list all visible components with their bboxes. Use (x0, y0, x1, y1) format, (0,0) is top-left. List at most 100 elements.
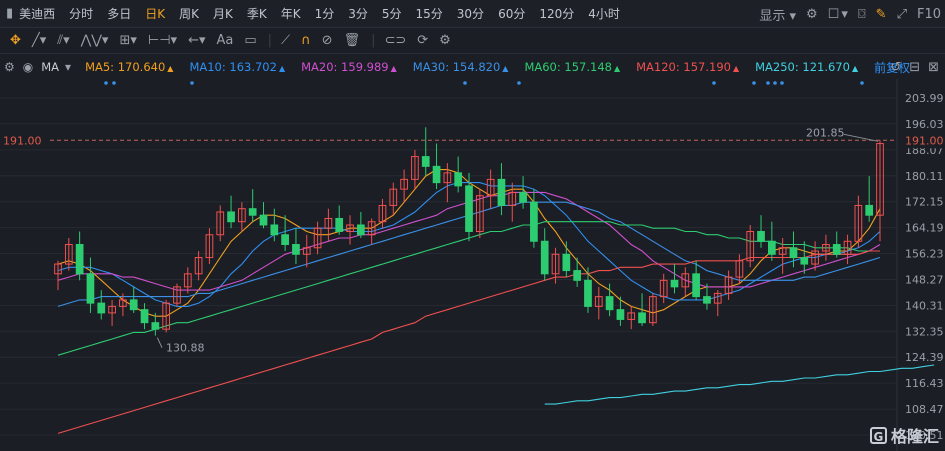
tab-2[interactable]: 日K (145, 6, 166, 21)
candle-body (713, 292, 722, 304)
tab-13[interactable]: 120分 (539, 6, 575, 21)
ruler-tool-icon[interactable]: ⟋ (281, 33, 291, 48)
tab-4[interactable]: 月K (212, 6, 233, 21)
candle-body (778, 247, 787, 255)
candle-body (151, 322, 160, 330)
ma-legend-item-0[interactable]: MA5: 170.640 ▲ (85, 60, 174, 74)
current-price-left-label: 191.00 (3, 134, 42, 147)
kline-chart[interactable]: 203.99196.03188.07180.11172.15164.19156.… (0, 79, 945, 451)
tab-6[interactable]: 年K (280, 6, 301, 21)
candle-body (475, 195, 484, 232)
ma-legend-item-3[interactable]: MA30: 154.820 ▲ (412, 60, 509, 74)
fullscreen-icon[interactable]: ⤢ (896, 6, 907, 22)
dropdown-chevron-icon[interactable]: ▾ (841, 6, 848, 22)
event-marker-dot (780, 81, 784, 85)
ma-legend-item-2[interactable]: MA20: 159.989 ▲ (301, 60, 397, 74)
undo-icon[interactable]: ↺ (890, 59, 902, 75)
trend-up-arrow-icon: ▲ (613, 64, 621, 73)
candle-body (735, 260, 744, 278)
period-tabs: 分时 多日 日K 周K 月K 季K 年K 1分 3分 5分 15分 30分 60分 120分 4小时 (62, 0, 627, 28)
trend-up-arrow-icon: ▲ (732, 64, 740, 73)
line-tool-icon[interactable]: ╱▾ (31, 33, 47, 48)
trash-icon[interactable]: 🗑 (343, 33, 361, 48)
tab-11[interactable]: 30分 (456, 6, 485, 21)
candle-body (108, 305, 116, 314)
candle-body (421, 156, 430, 167)
settings-gear-icon[interactable]: ⚙ (806, 6, 818, 22)
candle-body (724, 276, 733, 294)
draw-settings-gear-icon[interactable]: ⚙ (439, 33, 451, 48)
pen-draw-icon[interactable]: ✎ (875, 6, 887, 22)
ma-right-tools: ↺ ⊟ ⊠ (882, 55, 939, 79)
link-icon[interactable]: ⊂⊃ (384, 33, 407, 48)
candle-body (865, 204, 874, 216)
current-price-right-label: 191.00 (905, 134, 944, 147)
range-tool-icon[interactable]: ⊢⊣▾ (147, 33, 178, 48)
collapse-icon[interactable]: ⊟ (909, 59, 921, 75)
candle-body (584, 279, 592, 307)
candle-body (411, 156, 419, 180)
tab-0[interactable]: 分时 (69, 6, 94, 21)
candle-body (562, 253, 571, 272)
candle-body (302, 247, 311, 255)
crosshair-move-icon[interactable]: ✥ (10, 33, 21, 48)
tab-3[interactable]: 周K (179, 6, 199, 21)
display-menu[interactable]: 显示 ▾ (759, 8, 796, 24)
candle-body (140, 309, 149, 324)
sync-icon[interactable]: ⟳ (417, 33, 429, 48)
ma-indicator-label[interactable]: MA (41, 60, 60, 74)
channel-tool-icon[interactable]: ⫽▾ (57, 33, 70, 48)
event-marker-dot (712, 81, 716, 85)
y-tick-label: 172.15 (905, 196, 944, 209)
comment-tool-icon[interactable]: ▭ (244, 33, 257, 48)
candle-body (832, 244, 841, 255)
watermark-logo: G 格隆汇 (869, 423, 939, 447)
fibonacci-tool-icon[interactable]: ⊞▾ (119, 33, 137, 48)
tab-14[interactable]: 4小时 (588, 6, 620, 21)
ma-visibility-eye-icon[interactable]: ◉ (22, 60, 34, 74)
tab-5[interactable]: 季K (246, 6, 267, 21)
text-tool-icon[interactable]: Aa (216, 33, 234, 48)
candle-body (454, 172, 463, 187)
tab-8[interactable]: 3分 (348, 6, 368, 21)
candle-body (173, 286, 181, 304)
trend-up-arrow-icon: ▲ (851, 64, 859, 73)
event-marker-dot (112, 81, 116, 85)
candle-body (681, 273, 690, 288)
camera-icon[interactable]: ⌼ (857, 6, 866, 22)
ma-legend-item-6[interactable]: MA250: 121.670 ▲ (755, 60, 859, 74)
ma-dropdown-chevron-icon[interactable]: ▾ (65, 60, 72, 74)
event-marker-dot (860, 81, 864, 85)
candle-body (194, 257, 203, 275)
candle-body (292, 244, 300, 255)
candle-body (183, 273, 192, 288)
tab-9[interactable]: 5分 (381, 6, 402, 21)
checkbox-square-icon[interactable]: ☐ (827, 6, 840, 22)
hide-drawings-icon[interactable]: ⊘ (321, 33, 333, 48)
ma-legend-item-1[interactable]: MA10: 163.702 ▲ (189, 60, 286, 74)
tab-12[interactable]: 60分 (498, 6, 526, 21)
magnet-icon[interactable]: ∩ (301, 33, 311, 48)
candle-body (767, 240, 776, 255)
stock-name[interactable]: 美迪西 (19, 6, 56, 21)
f10-button[interactable]: F10 (916, 6, 941, 22)
trend-up-arrow-icon: ▲ (502, 64, 509, 73)
tab-1[interactable]: 多日 (107, 6, 132, 21)
y-tick-label: 124.39 (905, 351, 944, 364)
tab-10[interactable]: 15分 (415, 6, 443, 21)
ma-legend-item-5[interactable]: MA120: 157.190 ▲ (636, 60, 740, 74)
candle-body (313, 227, 322, 249)
panel-toggle-icon[interactable]: ▮ (6, 6, 14, 21)
event-marker-dot (517, 81, 521, 85)
display-label: 显示 (759, 8, 786, 24)
candle-body (540, 240, 549, 275)
tab-7[interactable]: 1分 (314, 6, 335, 21)
close-icon[interactable]: ⊠ (928, 59, 939, 75)
ma-settings-gear-icon[interactable]: ⚙ (4, 60, 15, 74)
wave-tool-icon[interactable]: ⋀⋁▾ (80, 33, 109, 48)
adjust-mode[interactable]: 前复权 (874, 60, 911, 75)
event-marker-dot (463, 81, 467, 85)
ma-legend-item-4[interactable]: MA60: 157.148 ▲ (524, 60, 621, 74)
arrow-tool-icon[interactable]: ←▾ (188, 33, 206, 48)
y-tick-label: 164.19 (905, 222, 944, 235)
